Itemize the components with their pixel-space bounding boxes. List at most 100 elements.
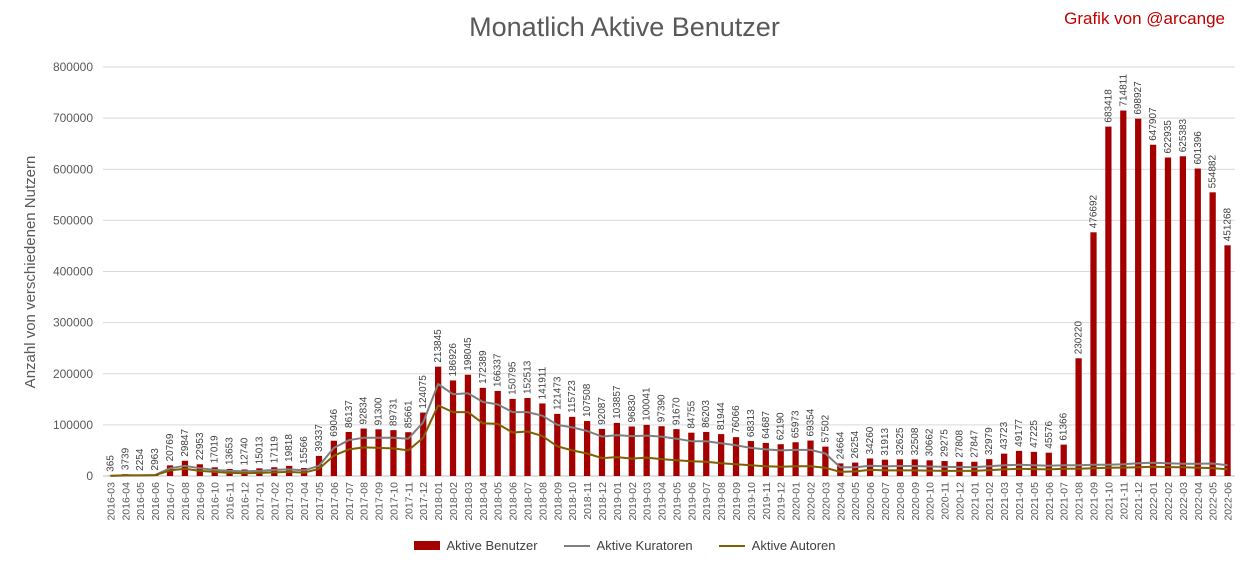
x-tick-label: 2019-07 <box>701 482 713 521</box>
x-tick-label: 2018-12 <box>597 482 609 521</box>
data-label: 12740 <box>240 437 251 465</box>
data-label: 27847 <box>969 430 980 458</box>
data-label: 121473 <box>552 376 563 410</box>
data-label: 31913 <box>880 427 891 455</box>
x-tick-label: 2016-11 <box>225 482 237 520</box>
x-tick-label: 2021-11 <box>1118 482 1130 520</box>
bar <box>390 430 397 476</box>
x-tick-label: 2021-01 <box>969 482 981 521</box>
bar <box>688 432 695 476</box>
data-label: 57502 <box>820 414 831 442</box>
data-label: 17119 <box>269 436 280 464</box>
data-label: 17019 <box>210 435 221 463</box>
x-tick-label: 2019-09 <box>731 482 743 521</box>
y-tick-label: 500000 <box>53 213 93 227</box>
data-label: 451268 <box>1223 207 1234 241</box>
x-tick-label: 2018-07 <box>523 482 535 521</box>
x-tick-label: 2018-08 <box>537 482 549 521</box>
legend-label-autoren: Aktive Autoren <box>751 538 836 553</box>
bar <box>569 416 576 476</box>
data-label: 2254 <box>135 448 146 471</box>
x-tick-label: 2020-06 <box>865 482 877 521</box>
data-label: 29847 <box>180 428 191 456</box>
data-label: 2963 <box>150 448 161 471</box>
x-tick-labels: 2016-03 2016-04 2016-05 2016-06 2016-07 2016-… <box>105 482 1234 521</box>
x-tick-label: 2020-11 <box>940 482 952 520</box>
data-label: 27808 <box>954 430 965 458</box>
x-tick-label: 2019-04 <box>657 482 669 521</box>
x-tick-label: 2018-10 <box>567 482 579 521</box>
data-label: 24664 <box>835 431 846 459</box>
x-tick-label: 2016-10 <box>210 482 222 521</box>
y-tick-label: 0 <box>86 469 93 483</box>
x-tick-label: 2019-12 <box>776 482 788 521</box>
data-label: 554882 <box>1208 155 1219 189</box>
data-label: 47225 <box>1029 420 1040 448</box>
x-tick-label: 2016-06 <box>150 482 162 521</box>
x-tick-label: 2019-01 <box>612 482 624 521</box>
legend-item-kuratoren[interactable]: Aktive Kuratoren <box>563 538 693 553</box>
data-label: 714811 <box>1118 73 1129 106</box>
x-tick-label: 2016-03 <box>105 482 117 521</box>
series-line-autoren <box>110 404 1228 477</box>
x-tick-label: 2017-05 <box>314 482 326 521</box>
x-tick-label: 2016-07 <box>165 482 177 521</box>
x-tick-label: 2017-08 <box>359 482 371 521</box>
legend: Aktive Benutzer Aktive Kuratoren Aktive … <box>0 538 1249 553</box>
bar <box>1015 450 1023 476</box>
bar <box>777 444 784 476</box>
x-tick-label: 2018-04 <box>478 482 490 521</box>
bar <box>956 461 963 476</box>
bar <box>703 431 710 476</box>
bar <box>420 412 427 476</box>
bar <box>1045 452 1052 476</box>
data-label: 86203 <box>701 400 712 428</box>
x-tick-label: 2016-08 <box>180 482 192 521</box>
x-tick-label: 2022-05 <box>1208 482 1220 521</box>
data-label: 43723 <box>999 421 1010 449</box>
bar <box>598 428 606 476</box>
x-tick-label: 2016-09 <box>195 482 207 521</box>
legend-item-autoren[interactable]: Aktive Autoren <box>718 538 836 553</box>
credit-label: Grafik von @arcange <box>1064 9 1225 28</box>
data-label: 92087 <box>597 397 608 425</box>
data-label: 34260 <box>865 426 876 454</box>
x-tick-label: 2020-05 <box>850 482 862 521</box>
x-tick-label: 2018-03 <box>463 482 475 521</box>
x-tick-label: 2019-02 <box>627 482 639 521</box>
data-label: 86137 <box>344 400 355 428</box>
x-tick-label: 2017-10 <box>388 482 400 521</box>
x-tick-label: 2017-03 <box>284 482 296 521</box>
data-label: 150795 <box>508 361 519 395</box>
data-label: 107508 <box>582 383 593 417</box>
data-label: 69354 <box>806 408 817 436</box>
bar <box>1120 110 1127 476</box>
data-label: 15566 <box>299 436 310 464</box>
data-label: 124075 <box>418 375 429 409</box>
x-tick-label: 2019-08 <box>716 482 728 521</box>
data-label: 365 <box>105 455 116 472</box>
x-tick-label: 2016-05 <box>135 482 147 521</box>
x-tick-label: 2021-06 <box>1044 482 1056 521</box>
x-tick-label: 2019-03 <box>642 482 654 521</box>
bar <box>718 434 725 476</box>
x-tick-label: 2018-05 <box>493 482 505 521</box>
bar <box>1179 156 1186 476</box>
x-tick-label: 2019-06 <box>686 482 698 521</box>
data-label: 647907 <box>1148 107 1159 141</box>
data-label: 172389 <box>478 350 489 384</box>
x-tick-label: 2020-04 <box>835 482 847 521</box>
legend-swatch-autoren <box>718 544 745 547</box>
bar <box>732 437 740 476</box>
x-tick-label: 2018-06 <box>508 482 520 521</box>
bar <box>360 428 367 476</box>
x-tick-label: 2019-10 <box>746 482 758 521</box>
x-tick-label: 2016-12 <box>240 482 252 521</box>
data-label: 622935 <box>1163 120 1174 154</box>
legend-item-benutzer[interactable]: Aktive Benutzer <box>413 538 538 553</box>
data-label: 15013 <box>254 436 265 464</box>
data-label: 601396 <box>1193 131 1204 165</box>
data-label: 3739 <box>120 447 131 470</box>
x-tick-label: 2017-04 <box>299 482 311 521</box>
